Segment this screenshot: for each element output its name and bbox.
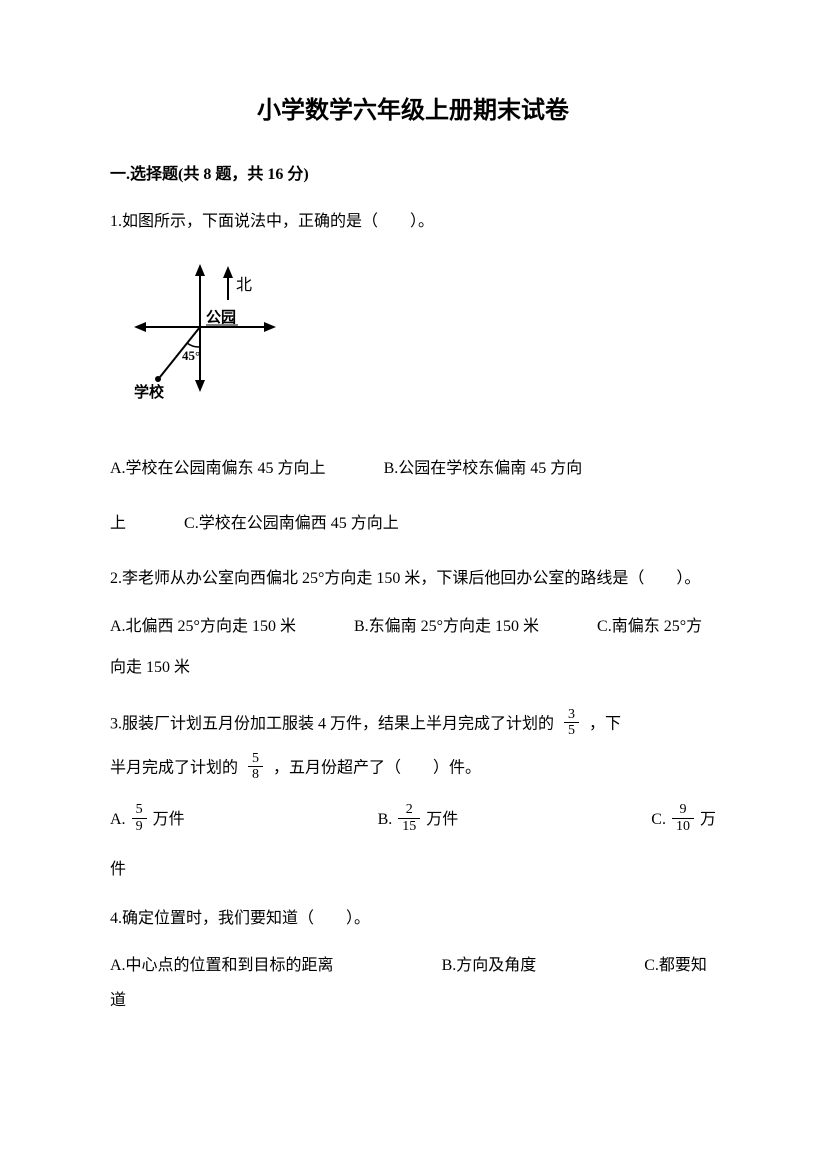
q4-text: 4.确定位置时，我们要知道（ ）。 [110, 905, 716, 934]
q3-optB-frac: 2 15 [398, 802, 420, 834]
q1-optB-tail: 上 [110, 515, 126, 532]
exam-title: 小学数学六年级上册期末试卷 [110, 90, 716, 133]
q3-optC-frac: 9 10 [672, 802, 694, 834]
section-header: 一.选择题(共 8 题，共 16 分) [110, 161, 716, 190]
question-2: 2.李老师从办公室向西偏北 25°方向走 150 米，下课后他回办公室的路线是（… [110, 565, 716, 689]
q2-optA: A.北偏西 25°方向走 150 米 [110, 618, 296, 635]
q3-line1: 3.服装厂计划五月份加工服装 4 万件，结果上半月完成了计划的 3 5 ，下 [110, 709, 716, 741]
q4-options: A.中心点的位置和到目标的距离 B.方向及角度 C.都要知道 [110, 948, 716, 1018]
q3-options: A. 5 9 万件 B. 2 15 万件 C. 9 10 万 [110, 804, 716, 836]
q3-line2-post: ，五月份超产了（ ）件。 [273, 759, 481, 776]
q3-optA: A. 5 9 万件 [110, 804, 185, 836]
q2-optB: B.东偏南 25°方向走 150 米 [354, 618, 539, 635]
angle-label: 45° [182, 348, 200, 363]
q3-line2-pre: 半月完成了计划的 [110, 759, 238, 776]
q3-line2: 半月完成了计划的 5 8 ，五月份超产了（ ）件。 [110, 753, 716, 785]
school-label: 学校 [134, 383, 165, 401]
park-label: 公园 [206, 309, 236, 326]
q4-optA: A.中心点的位置和到目标的距离 [110, 957, 334, 974]
q2-options: A.北偏西 25°方向走 150 米 B.东偏南 25°方向走 150 米 C.… [110, 606, 716, 689]
question-3: 3.服装厂计划五月份加工服装 4 万件，结果上半月完成了计划的 3 5 ，下 半… [110, 709, 716, 885]
q3-optA-frac: 5 9 [132, 802, 147, 834]
question-4: 4.确定位置时，我们要知道（ ）。 A.中心点的位置和到目标的距离 B.方向及角… [110, 905, 716, 1018]
q2-text: 2.李老师从办公室向西偏北 25°方向走 150 米，下课后他回办公室的路线是（… [110, 565, 716, 594]
q3-text-pre: 3.服装厂计划五月份加工服装 4 万件，结果上半月完成了计划的 [110, 715, 554, 732]
q3-optC: C. 9 10 万 [651, 804, 716, 836]
q4-optB: B.方向及角度 [442, 957, 537, 974]
question-1: 1.如图所示，下面说法中，正确的是（ ）。 北 公园 学校 45° [110, 208, 716, 545]
q1-options-line1: A.学校在公园南偏东 45 方向上 B.公园在学校东偏南 45 方向 [110, 448, 716, 490]
q3-frac1: 3 5 [564, 707, 579, 739]
q1-text: 1.如图所示，下面说法中，正确的是（ ）。 [110, 208, 716, 237]
q1-optA: A.学校在公园南偏东 45 方向上 [110, 460, 326, 477]
q3-optB: B. 2 15 万件 [378, 804, 459, 836]
q1-optB: B.公园在学校东偏南 45 方向 [384, 460, 583, 477]
q1-diagram: 北 公园 学校 45° [130, 252, 716, 423]
north-label: 北 [236, 276, 252, 294]
q1-options-line2: 上 C.学校在公园南偏西 45 方向上 [110, 503, 716, 545]
q3-frac2: 5 8 [248, 751, 263, 783]
q3-text-mid1: ，下 [589, 715, 621, 732]
q1-optC: C.学校在公园南偏西 45 方向上 [184, 515, 399, 532]
q3-optC-tail: 件 [110, 856, 716, 885]
